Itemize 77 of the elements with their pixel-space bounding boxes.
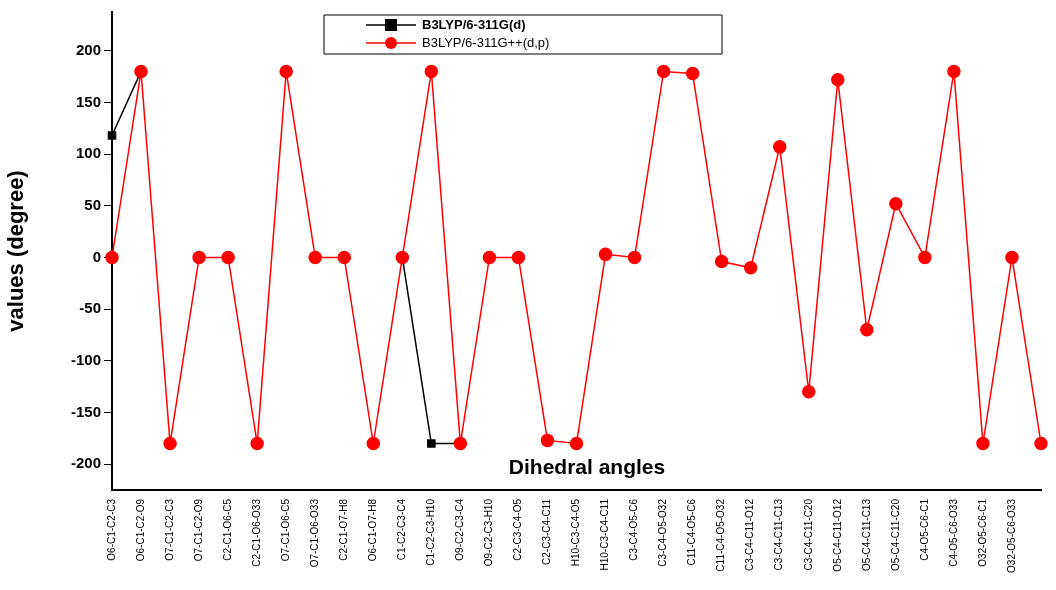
x-tick-label: O5-C4-C11-O12 <box>831 498 843 572</box>
y-tick-label: -100 <box>70 350 101 368</box>
point <box>918 250 932 265</box>
point <box>308 250 322 265</box>
x-tick-label: C3-C4-O5-C6 <box>628 498 640 561</box>
x-tick-label: C2-C1-O6-C5 <box>221 498 233 561</box>
x-tick-label: C3-C4-C11-C20 <box>802 498 814 571</box>
x-tick-label: O32-O5-C6-O33 <box>1005 498 1017 573</box>
legend-label: B3LYP/6-311G++(d,p) <box>422 34 550 50</box>
point <box>743 261 758 275</box>
x-tick-label: O6-C1-O7-H8 <box>367 498 379 562</box>
y-tick-label: 0 <box>92 247 101 265</box>
point <box>947 64 961 79</box>
point <box>163 436 177 451</box>
y-tick-label: -200 <box>70 454 101 472</box>
x-tick-label: C11-C4-O5-O32 <box>715 498 727 572</box>
point <box>685 66 700 81</box>
x-tick-label: O9-C2-C3-H10 <box>483 498 495 567</box>
y-tick-label: -50 <box>79 299 101 317</box>
x-tick-label: O6-C1-C2-O9 <box>134 498 146 562</box>
x-tick-label: C4-O5-C6-O33 <box>947 498 959 567</box>
point <box>627 250 642 265</box>
x-tick-label: H10-C3-C4-O5 <box>570 498 582 567</box>
point <box>598 247 613 262</box>
point <box>540 433 555 448</box>
y-tick-label: 100 <box>75 144 101 162</box>
x-tick-label: O5-C4-C11-C20 <box>889 498 901 572</box>
x-tick-label: O32-O5-C6-C1 <box>976 498 988 567</box>
x-tick-label: C2-C3-C4-C11 <box>541 498 553 565</box>
x-tick-label: O5-C4-C11-C13 <box>860 498 872 572</box>
x-tick-label: C2-C1-O7-H8 <box>338 498 349 561</box>
point <box>192 250 206 265</box>
x-tick-label: O6-C1-C2-C3 <box>105 498 117 561</box>
x-tick-label: O9-C2-C3-C4 <box>454 498 466 561</box>
point <box>714 254 729 269</box>
y-tick-label: 200 <box>75 40 101 58</box>
point <box>337 250 351 265</box>
point <box>976 436 990 451</box>
x-tick-label: C3-C4-C11-O12 <box>744 498 756 572</box>
x-tick-label: C3-C4-O5-O32 <box>657 498 669 567</box>
legend-label: B3LYP/6-311G(d) <box>422 16 526 32</box>
x-tick-label: C2-C1-O6-O33 <box>250 498 262 567</box>
point <box>656 64 671 79</box>
point <box>250 436 264 451</box>
point <box>860 323 874 337</box>
y-tick-label: 150 <box>75 92 101 110</box>
point <box>424 64 439 79</box>
point <box>482 250 497 265</box>
x-tick-label: O7-C1-C2-C3 <box>163 498 175 561</box>
x-tick-label: C4-O5-C6-C1 <box>918 498 930 561</box>
point <box>105 250 119 265</box>
x-tick-label: C11-C4-O5-C6 <box>686 498 698 566</box>
y-axis-title: values (degree) <box>3 170 29 332</box>
x-tick-label: C3-C4-C11-C13 <box>773 498 785 571</box>
point <box>511 250 526 265</box>
point <box>1034 436 1048 451</box>
point <box>889 196 903 211</box>
point <box>221 250 235 265</box>
x-tick-label: O7-C1-O6-C5 <box>279 498 291 562</box>
point <box>279 64 293 79</box>
point <box>1005 250 1019 265</box>
point <box>427 439 436 448</box>
x-tick-label: C2-C3-C4-O5 <box>512 498 524 561</box>
x-tick-label: O7-C1-O6-O33 <box>308 498 320 568</box>
point <box>569 436 584 451</box>
x-axis-title: Dihedral angles <box>508 454 666 478</box>
y-tick-label: 50 <box>84 195 101 213</box>
x-tick-label: H10-C3-C4-C11 <box>599 498 611 571</box>
point <box>107 131 117 140</box>
x-tick-label: C1-C2-C3-C4 <box>396 498 408 561</box>
point <box>772 140 787 154</box>
point <box>831 72 845 87</box>
x-tick-label: O7-C1-C2-O9 <box>192 498 204 562</box>
point <box>802 385 816 399</box>
point <box>366 436 381 451</box>
y-tick-label: -150 <box>70 402 101 420</box>
x-tick-label: C1-C2-C3-H10 <box>425 498 437 566</box>
